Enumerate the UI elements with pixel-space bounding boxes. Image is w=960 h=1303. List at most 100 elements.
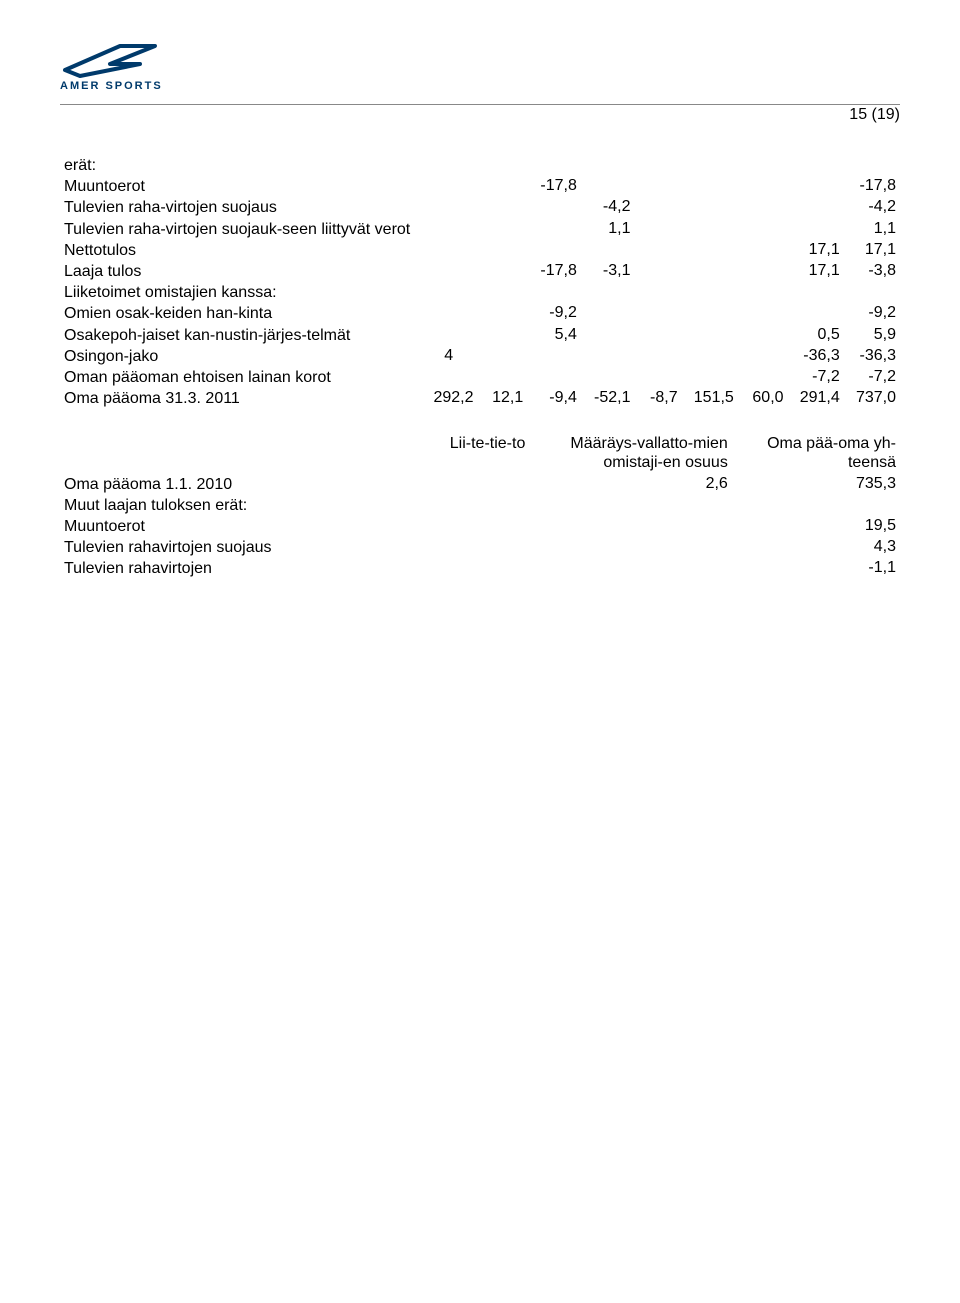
cell: -36,3 (788, 346, 844, 367)
logo: AMER SPORTS (60, 38, 163, 92)
cell: -9,4 (527, 388, 581, 409)
cell: -3,1 (581, 261, 635, 282)
cell: 12,1 (478, 388, 528, 409)
cell (581, 282, 635, 303)
cell (634, 176, 681, 197)
content: erät:Muuntoerot-17,8-17,8Tulevien raha-v… (60, 155, 900, 580)
cell (634, 282, 681, 303)
row-label: Muut laajan tuloksen erät: (60, 495, 430, 516)
table-row: Tulevien raha-virtojen suojaus-4,2-4,2 (60, 197, 900, 218)
cell: -17,8 (527, 176, 581, 197)
row-label: Muuntoerot (60, 176, 414, 197)
cell (844, 282, 900, 303)
row-label: Tulevien raha-virtojen suojaus (60, 197, 414, 218)
cell (682, 155, 738, 176)
cell: 17,1 (788, 261, 844, 282)
cell (682, 176, 738, 197)
cell (682, 367, 738, 388)
table-row: Omien osak-keiden han-kinta-9,2-9,2 (60, 303, 900, 324)
col-oma-paaoma: Oma pää-oma yh-teensä (732, 433, 900, 473)
cell (527, 155, 581, 176)
cell: 17,1 (788, 240, 844, 261)
cell: 4,3 (732, 537, 900, 558)
cell: 17,1 (844, 240, 900, 261)
table-row: Nettotulos 17,117,1 (60, 240, 900, 261)
table-row: Tulevien rahavirtojen suojaus4,3 (60, 537, 900, 558)
cell (581, 240, 635, 261)
cell: -4,2 (844, 197, 900, 218)
cell: -7,2 (788, 367, 844, 388)
cell (529, 537, 731, 558)
financial-table-1: erät:Muuntoerot -17,8 -17,8 Tulevien raha-v… (60, 155, 900, 409)
cell (634, 219, 681, 240)
cell (738, 219, 788, 240)
cell (581, 325, 635, 346)
cell (478, 176, 528, 197)
cell (478, 219, 528, 240)
cell: -17,8 (527, 261, 581, 282)
cell (738, 325, 788, 346)
cell (527, 240, 581, 261)
cell: 291,4 (788, 388, 844, 409)
cell (527, 346, 581, 367)
cell (430, 558, 530, 579)
table-row: Tulevien rahavirtojen-1,1 (60, 558, 900, 579)
cell (738, 346, 788, 367)
cell (581, 367, 635, 388)
cell (682, 303, 738, 324)
header-divider (60, 104, 900, 105)
row-label: Tulevien rahavirtojen (60, 558, 430, 579)
cell (581, 176, 635, 197)
cell (682, 346, 738, 367)
table-row: Muuntoerot19,5 (60, 516, 900, 537)
cell (581, 303, 635, 324)
logo-mark (60, 38, 160, 78)
cell: 60,0 (738, 388, 788, 409)
cell (414, 325, 477, 346)
cell: -3,8 (844, 261, 900, 282)
cell (738, 155, 788, 176)
cell (430, 537, 530, 558)
cell: 1,1 (581, 219, 635, 240)
cell (430, 495, 530, 516)
cell (634, 240, 681, 261)
row-label: Laaja tulos (60, 261, 414, 282)
cell: -52,1 (581, 388, 635, 409)
row-label: Tulevien raha-virtojen suojauk-seen liit… (60, 219, 414, 240)
cell: 0,5 (788, 325, 844, 346)
row-label: Muuntoerot (60, 516, 430, 537)
cell (581, 155, 635, 176)
cell (788, 303, 844, 324)
cell (738, 367, 788, 388)
cell (682, 219, 738, 240)
cell (634, 261, 681, 282)
cell (634, 325, 681, 346)
cell (478, 197, 528, 218)
cell (738, 282, 788, 303)
cell (478, 346, 528, 367)
row-label: Osakepoh-jaiset kan-nustin-järjes-telmät (60, 325, 414, 346)
cell (414, 155, 477, 176)
table-row: Laaja tulos -17,8-3,1 17,1-3,8 (60, 261, 900, 282)
table-row: Oman pääoman ehtoisen lainan korot-7,2-7… (60, 367, 900, 388)
cell (788, 155, 844, 176)
table2-header-row: Lii-te-tie-to Määräys-vallatto-mien omis… (60, 433, 900, 473)
cell (529, 558, 731, 579)
cell (844, 155, 900, 176)
cell (414, 176, 477, 197)
cell: 1,1 (844, 219, 900, 240)
cell: -8,7 (634, 388, 681, 409)
table-row: Tulevien raha-virtojen suojauk-seen liit… (60, 219, 900, 240)
financial-table-2: Lii-te-tie-to Määräys-vallatto-mien omis… (60, 433, 900, 579)
row-label: Nettotulos (60, 240, 414, 261)
table-row: Muuntoerot-17,8-17,8 (60, 176, 900, 197)
cell (738, 240, 788, 261)
cell (414, 282, 477, 303)
cell: 2,6 (529, 474, 731, 495)
cell: 735,3 (732, 474, 900, 495)
cell (527, 197, 581, 218)
cell: 4 (414, 346, 477, 367)
table-row: Oma pääoma 31.3. 2011292,212,1-9,4-52,1-… (60, 388, 900, 409)
cell (788, 197, 844, 218)
table-row: erät: (60, 155, 900, 176)
